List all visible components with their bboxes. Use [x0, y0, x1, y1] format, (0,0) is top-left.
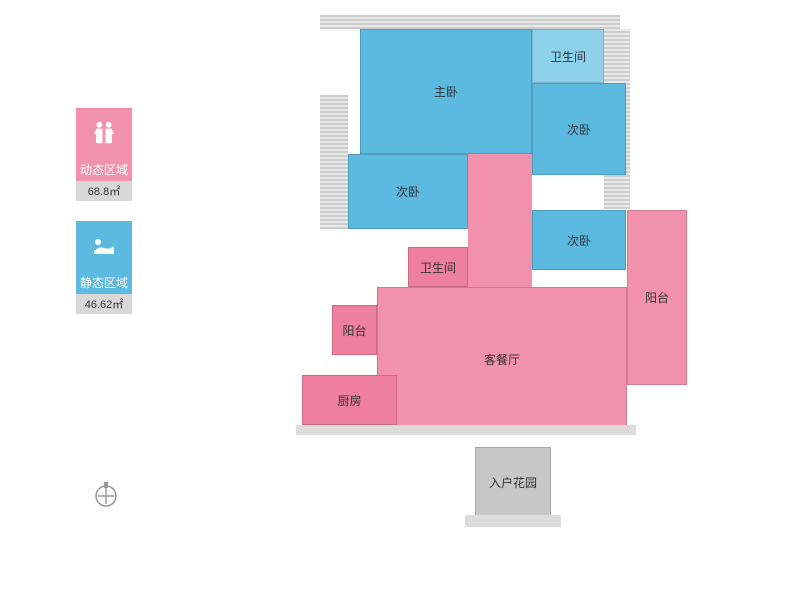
- legend-dynamic: 动态区域 68.8㎡: [70, 108, 138, 201]
- room-balcony-right: 阳台: [627, 210, 687, 385]
- room-label: 厨房: [337, 392, 361, 409]
- room-balcony-left: 阳台: [332, 305, 377, 355]
- room-bath-top: 卫生间: [532, 29, 604, 83]
- room-label: 卫生间: [550, 48, 586, 65]
- room-label: 入户花园: [489, 474, 537, 491]
- room-label: 卫生间: [420, 259, 456, 276]
- room-label: 次卧: [567, 232, 591, 249]
- room-bath-left: 卫生间: [408, 247, 468, 287]
- room-label: 阳台: [342, 322, 366, 339]
- static-zone-value: 46.62㎡: [76, 294, 132, 314]
- wall-outline: [296, 425, 636, 435]
- corridor-top: [468, 154, 532, 287]
- room-bed2-left: 次卧: [348, 154, 468, 229]
- hatch-left: [320, 95, 348, 229]
- legend-static: 静态区域 46.62㎡: [70, 221, 138, 314]
- dynamic-zone-icon: [76, 108, 132, 158]
- static-zone-icon: [76, 221, 132, 271]
- legend: 动态区域 68.8㎡ 静态区域 46.62㎡: [70, 108, 138, 334]
- room-label: 次卧: [396, 183, 420, 200]
- room-kitchen: 厨房: [302, 375, 397, 425]
- hatch-top: [320, 15, 620, 29]
- room-living: 客餐厅: [377, 287, 627, 432]
- room-bed2-bottom: 次卧: [532, 210, 626, 270]
- wall-bottom-ext: [465, 515, 561, 527]
- compass-icon: [90, 478, 122, 510]
- room-master-bed: 主卧: [360, 29, 532, 154]
- dynamic-zone-value: 68.8㎡: [76, 181, 132, 201]
- floorplan: 主卧 卫生间 次卧 次卧 次卧 卫生间 阳台 客餐厅 阳台 厨房 入户花园: [260, 15, 740, 570]
- room-label: 主卧: [434, 83, 458, 100]
- static-zone-label: 静态区域: [76, 271, 132, 294]
- room-entry-garden: 入户花园: [475, 447, 551, 517]
- room-bed2-right: 次卧: [532, 83, 626, 175]
- room-label: 次卧: [567, 121, 591, 138]
- room-label: 客餐厅: [484, 351, 520, 368]
- dynamic-zone-label: 动态区域: [76, 158, 132, 181]
- room-label: 阳台: [645, 289, 669, 306]
